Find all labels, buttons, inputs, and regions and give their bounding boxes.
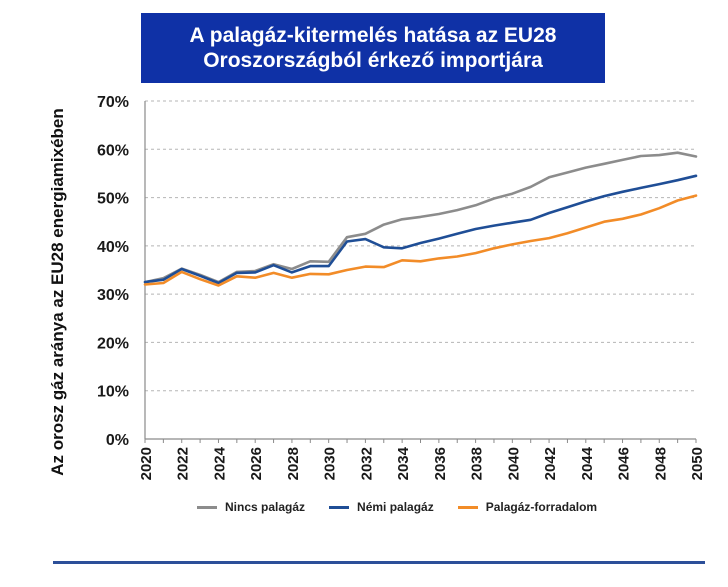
x-tick-label: 2020 <box>138 447 155 480</box>
y-tick-label: 70% <box>97 94 129 111</box>
x-tick-label: 2026 <box>248 447 265 480</box>
legend-swatch <box>329 505 350 509</box>
series-line-2 <box>143 174 698 285</box>
legend-label: Palagáz-forradalom <box>485 500 598 514</box>
x-tick-label: 2048 <box>652 447 669 480</box>
series-group <box>143 151 698 287</box>
x-tick-label: 2030 <box>322 447 339 480</box>
series-line-3 <box>143 194 698 287</box>
x-tick-label: 2034 <box>395 446 412 480</box>
legend-label: Nincs palagáz <box>225 500 306 514</box>
series-line-1 <box>143 151 698 284</box>
bottom-rule <box>53 561 705 564</box>
grid <box>145 100 696 392</box>
chart-title: A palagáz-kitermelés hatása az EU28 Oros… <box>141 13 605 83</box>
y-tick-label: 10% <box>97 384 129 401</box>
x-tick-label: 2046 <box>616 447 633 480</box>
x-tick-label: 2022 <box>175 447 192 480</box>
legend-swatch <box>197 505 217 509</box>
legend-item-3: Palagáz-forradalom <box>457 500 598 514</box>
x-tick-labels: 2020 2022 2024 2026 2028 2030 2032 2034 2036 2038… <box>138 446 706 480</box>
x-tick-label: 2024 <box>211 446 228 480</box>
chart-title-line1: A palagáz-kitermelés hatása az EU28 <box>189 24 557 47</box>
x-tick-label: 2038 <box>469 447 486 480</box>
x-tick-label: 2028 <box>285 447 302 480</box>
legend-label: Némi palagáz <box>357 500 434 514</box>
x-tick-label: 2050 <box>689 447 706 480</box>
y-tick-label: 30% <box>97 287 129 304</box>
y-tick-label: 20% <box>97 335 129 352</box>
legend-item-1: Nincs palagáz <box>197 500 305 514</box>
x-tick-label: 2042 <box>542 447 559 480</box>
legend-item-2: Némi palagáz <box>329 500 434 514</box>
y-tick-label: 50% <box>97 191 129 208</box>
y-tick-label: 40% <box>97 239 129 256</box>
axes <box>144 101 697 443</box>
y-tick-label: 60% <box>97 142 129 159</box>
x-tick-label: 2040 <box>505 447 522 480</box>
legend: Nincs palagáz Némi palagáz Palagáz-forrada… <box>197 498 621 516</box>
y-tick-label: 0% <box>106 432 129 449</box>
x-tick-label: 2036 <box>432 447 449 480</box>
x-tick-label: 2032 <box>358 447 375 480</box>
x-tick-label: 2044 <box>579 446 596 480</box>
legend-swatch <box>457 505 478 509</box>
chart-title-line2: Oroszországból érkező importjára <box>203 49 543 72</box>
y-tick-labels: 0% 10% 20% 30% 40% 50% 60% 70% <box>97 94 129 449</box>
